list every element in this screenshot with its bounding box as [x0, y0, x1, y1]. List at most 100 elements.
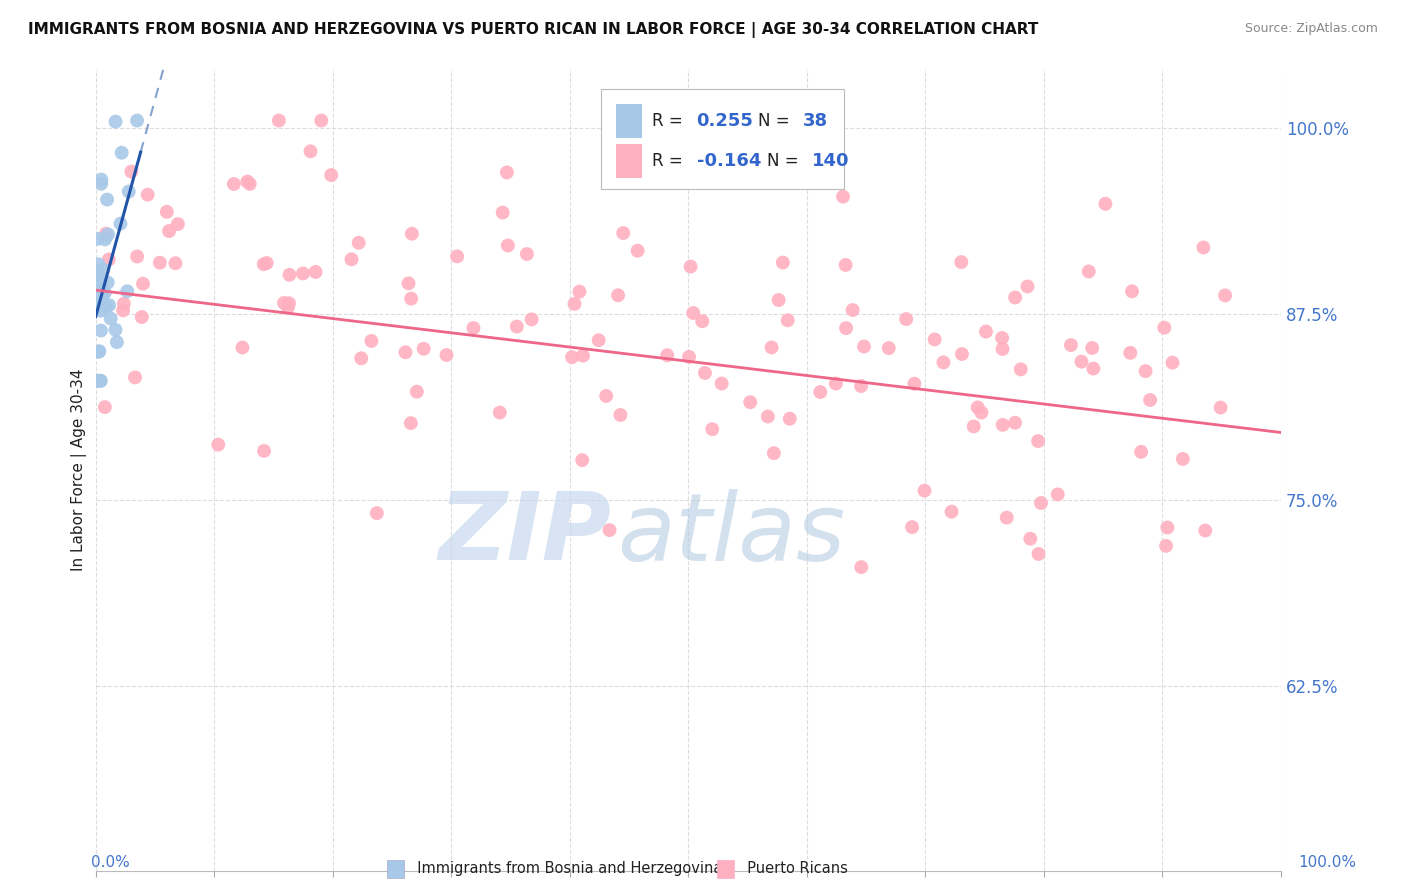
Point [991, 342, 1014, 356]
Point [267, 113, 290, 128]
Text: 0.255: 0.255 [696, 112, 754, 129]
Point [991, 331, 1014, 345]
Point [568, 285, 591, 299]
Text: Immigrants from Bosnia and Herzegovina: Immigrants from Bosnia and Herzegovina [408, 861, 723, 876]
Point [657, 348, 679, 362]
Point [824, 376, 846, 391]
Point [1213, 288, 1236, 302]
Point [1154, 539, 1177, 553]
Point [1139, 392, 1161, 407]
Point [1029, 496, 1052, 510]
Text: atlas: atlas [617, 489, 845, 580]
Point [124, 370, 146, 384]
Point [132, 277, 155, 291]
Point [571, 453, 593, 467]
FancyBboxPatch shape [616, 103, 643, 137]
Point [779, 411, 801, 425]
Point [98, 298, 121, 312]
Point [222, 177, 245, 191]
Point [901, 520, 924, 534]
Point [94, 400, 117, 414]
Point [1119, 346, 1142, 360]
Point [950, 347, 973, 361]
Point [165, 256, 187, 270]
Text: 38: 38 [803, 112, 828, 129]
Point [120, 164, 142, 178]
Point [105, 335, 128, 350]
Point [366, 506, 388, 520]
Point [125, 113, 148, 128]
Point [90, 172, 112, 186]
Point [1135, 364, 1157, 378]
Point [609, 408, 631, 422]
Text: ZIP: ZIP [439, 488, 612, 580]
Point [91, 262, 114, 277]
Point [832, 189, 855, 203]
Point [97, 252, 120, 267]
Point [236, 175, 259, 189]
Point [756, 409, 779, 424]
Point [762, 446, 785, 460]
Point [496, 165, 519, 179]
Point [835, 321, 858, 335]
Point [488, 405, 510, 419]
Text: Puerto Ricans: Puerto Ricans [738, 861, 848, 876]
Point [90, 374, 112, 388]
Point [877, 341, 900, 355]
Text: 0.0%: 0.0% [91, 855, 131, 870]
Point [991, 417, 1014, 432]
Point [1161, 356, 1184, 370]
Point [340, 252, 363, 267]
Point [679, 260, 702, 274]
Point [90, 177, 112, 191]
Point [588, 333, 610, 347]
Point [1194, 524, 1216, 538]
Point [231, 341, 253, 355]
Point [157, 224, 180, 238]
Point [207, 437, 229, 451]
Point [1004, 291, 1026, 305]
Text: Source: ZipAtlas.com: Source: ZipAtlas.com [1244, 22, 1378, 36]
Point [112, 296, 135, 310]
Point [89, 374, 111, 388]
Point [253, 444, 276, 458]
Point [97, 227, 120, 242]
Point [564, 297, 586, 311]
Point [678, 350, 700, 364]
Point [149, 255, 172, 269]
Point [914, 483, 936, 498]
Point [516, 247, 538, 261]
Point [90, 303, 112, 318]
Point [1171, 452, 1194, 467]
Point [291, 267, 314, 281]
Point [808, 384, 831, 399]
Point [94, 227, 117, 241]
Point [89, 298, 111, 312]
Point [131, 310, 153, 324]
Point [239, 177, 262, 191]
Point [966, 401, 988, 415]
Point [399, 416, 422, 430]
Point [299, 145, 322, 159]
Point [412, 342, 434, 356]
Point [970, 406, 993, 420]
Point [1046, 487, 1069, 501]
Point [1094, 196, 1116, 211]
Point [768, 293, 790, 307]
Point [104, 114, 127, 128]
Point [682, 306, 704, 320]
Point [86, 265, 108, 279]
Point [86, 268, 108, 283]
Point [87, 287, 110, 301]
Point [599, 523, 621, 537]
FancyBboxPatch shape [616, 144, 643, 178]
Point [86, 374, 108, 388]
Point [115, 285, 138, 299]
Point [853, 340, 876, 354]
Point [941, 505, 963, 519]
Point [1130, 445, 1153, 459]
Point [87, 257, 110, 271]
Point [1010, 362, 1032, 376]
Point [253, 257, 276, 271]
Point [1028, 547, 1050, 561]
